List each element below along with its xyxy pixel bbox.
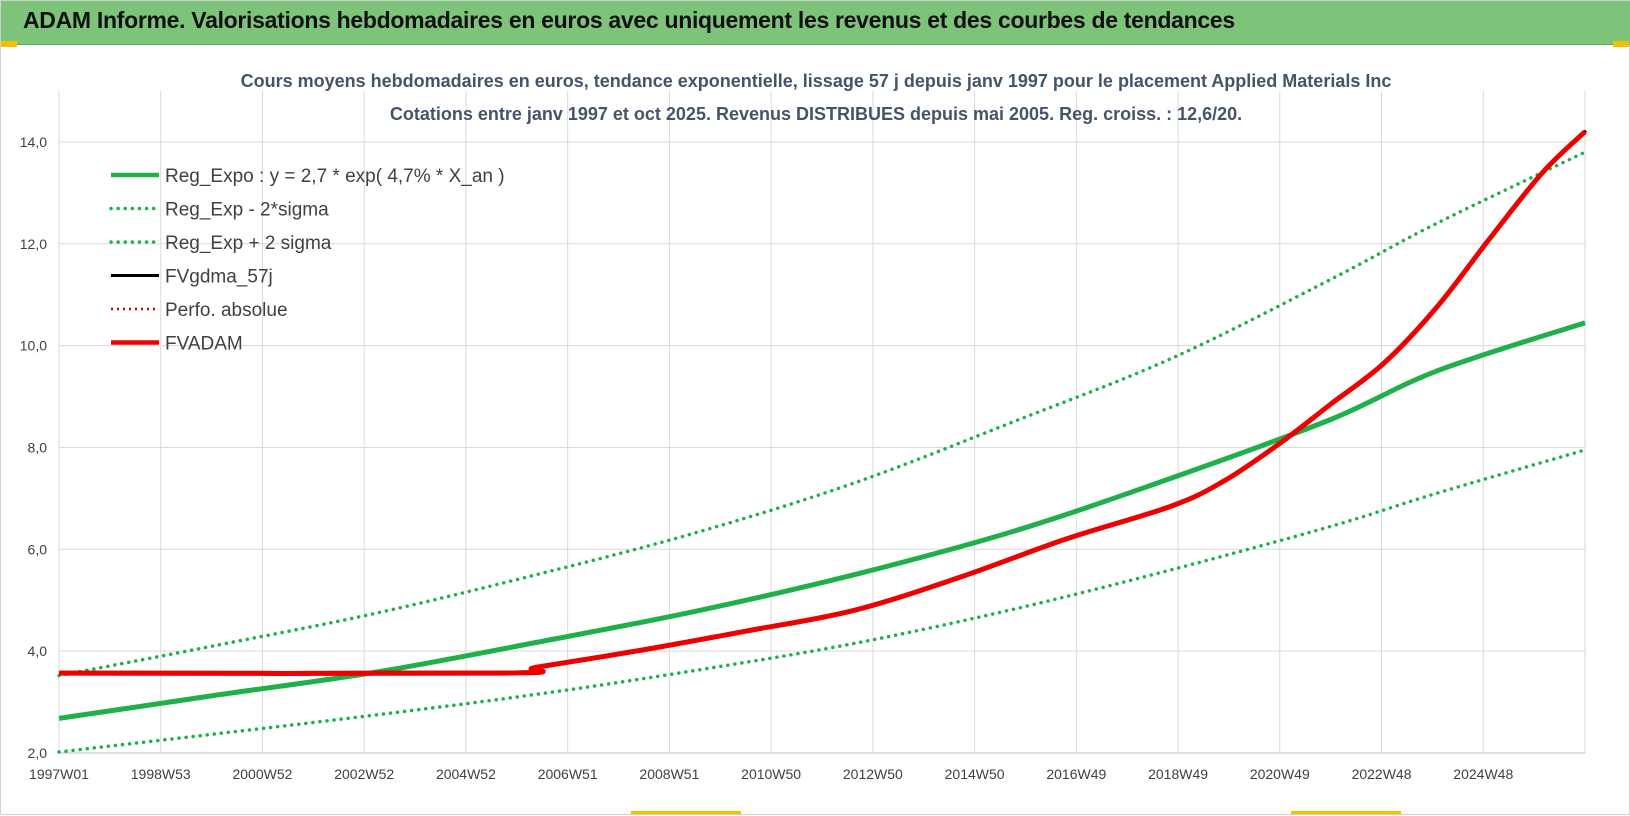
legend-label: Perfo. absolue	[165, 300, 288, 321]
y-tick-label: 6,0	[28, 541, 48, 557]
legend-label: Reg_Exp - 2*sigma	[165, 200, 329, 221]
x-tick-label: 2024W48	[1453, 766, 1513, 782]
legend-label: Reg_Expo : y = 2,7 * exp( 4,7% * X_an )	[165, 166, 505, 187]
y-tick-label: 8,0	[28, 439, 48, 455]
legend: Reg_Expo : y = 2,7 * exp( 4,7% * X_an ) R…	[109, 166, 505, 355]
x-tick-label: 2014W50	[945, 766, 1005, 782]
x-tick-label: 2012W50	[843, 766, 903, 782]
x-tick-label: 2008W51	[639, 766, 699, 782]
legend-label: Reg_Exp + 2 sigma	[165, 233, 332, 254]
legend-label: FVgdma_57j	[165, 267, 273, 288]
x-tick-label: 2020W49	[1250, 766, 1310, 782]
reg-exp-plus-2sigma-line	[57, 150, 1587, 678]
y-tick-label: 14,0	[20, 134, 47, 150]
chart-title: Cours moyens hebdomadaires en euros, ten…	[241, 71, 1392, 91]
grid	[58, 91, 1586, 754]
y-axis: 2,0 4,0 6,0 8,0 10,0 12,0 14,0	[20, 134, 47, 761]
x-axis: 1997W01 1998W53 2000W52 2002W52 2004W52 2006W…	[29, 752, 1585, 782]
y-tick-label: 4,0	[28, 643, 48, 659]
series-group	[57, 129, 1588, 754]
corner-marker	[1613, 41, 1629, 47]
y-tick-label: 10,0	[20, 338, 47, 354]
reg-expo-line	[58, 320, 1586, 721]
report-banner: ADAM Informe. Valorisations hebdomadaire…	[1, 1, 1630, 45]
x-tick-label: 2010W50	[741, 766, 801, 782]
x-tick-label: 2018W49	[1148, 766, 1208, 782]
x-tick-label: 2000W52	[232, 766, 292, 782]
x-tick-label: 1997W01	[29, 766, 89, 782]
reg-exp-minus-2sigma-line	[57, 448, 1587, 754]
x-tick-label: 2004W52	[436, 766, 496, 782]
x-tick-label: 2022W48	[1352, 766, 1412, 782]
chart-subtitle: Cotations entre janv 1997 et oct 2025. R…	[390, 104, 1242, 124]
x-tick-label: 2016W49	[1046, 766, 1106, 782]
bottom-accent	[631, 811, 741, 814]
legend-label: FVADAM	[165, 334, 243, 355]
x-tick-label: 2006W51	[538, 766, 598, 782]
corner-marker	[1, 41, 17, 47]
fvadam-line	[58, 129, 1587, 676]
report-title: ADAM Informe. Valorisations hebdomadaire…	[23, 7, 1235, 33]
x-tick-label: 2002W52	[334, 766, 394, 782]
x-tick-label: 1998W53	[131, 766, 191, 782]
y-tick-label: 2,0	[28, 745, 48, 761]
bottom-accent	[1291, 811, 1401, 814]
y-tick-label: 12,0	[20, 236, 47, 252]
